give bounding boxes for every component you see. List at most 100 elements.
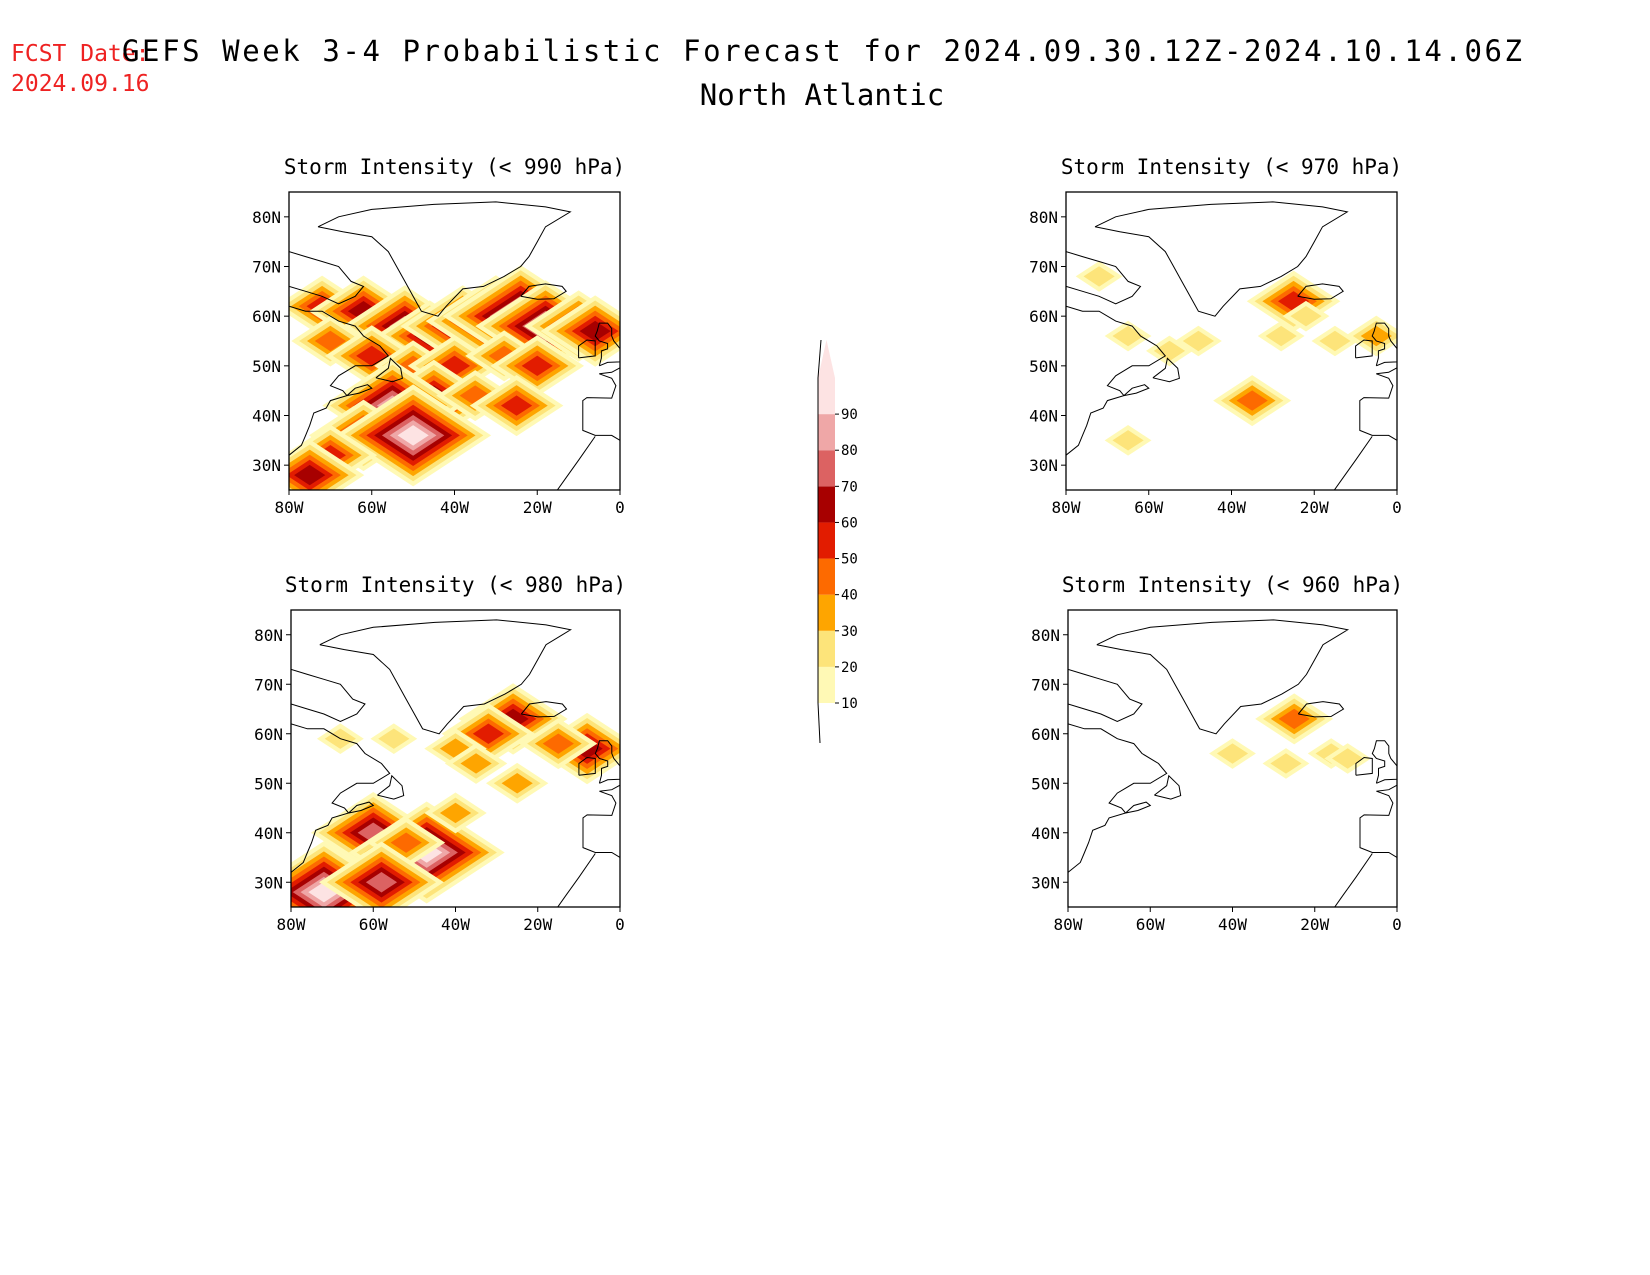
panel-storm-970: Storm Intensity (< 970 hPa) 80W 60W 40W 20W 0…: [1029, 155, 1402, 517]
colorbar-swatch: [818, 414, 835, 451]
lat-tick-label: 30N: [1029, 456, 1058, 475]
probability-cell: [439, 802, 472, 824]
fcst-date-label: FCST Date:: [11, 41, 149, 67]
probability-cell: [472, 723, 504, 744]
colorbar-swatch: [818, 450, 835, 487]
coastline-novascotia: [348, 801, 375, 814]
probability-cell: [1153, 340, 1186, 362]
coastlines: [291, 619, 620, 907]
lon-tick-label: 0: [615, 915, 625, 934]
lon-tick-label: 0: [1392, 498, 1402, 517]
probability-cell: [390, 832, 422, 853]
coastline-europe: [1359, 367, 1397, 441]
coastline-greenland: [1094, 201, 1349, 317]
coastline-africa: [557, 853, 596, 907]
lon-tick-label: 60W: [1134, 498, 1163, 517]
panel-title: Storm Intensity (< 990 hPa): [284, 155, 625, 179]
probability-cell: [1083, 266, 1115, 287]
panel-title: Storm Intensity (< 960 hPa): [1062, 573, 1403, 597]
coastline-greenland: [319, 619, 572, 735]
figure-title: GEFS Week 3-4 Probabilistic Forecast for…: [122, 34, 1522, 68]
probability-field: [1209, 693, 1372, 779]
lon-tick-label: 0: [1392, 915, 1402, 934]
colorbar-label: 50: [841, 552, 858, 568]
probability-cell: [1112, 430, 1144, 451]
probability-field: [291, 683, 620, 907]
probability-cell: [1278, 708, 1310, 730]
coastline-africa: [556, 436, 596, 490]
probability-cell: [501, 773, 533, 794]
probability-cell: [1270, 753, 1302, 774]
lon-tick-label: 80W: [275, 498, 304, 517]
coastline-ireland: [1355, 339, 1373, 359]
lon-tick-label: 20W: [1300, 498, 1329, 517]
colorbar-swatch: [818, 558, 835, 595]
lat-tick-label: 40N: [252, 407, 281, 426]
probability-cell: [314, 330, 346, 352]
colorbar-tip-bottom: [817, 702, 821, 744]
colorbar-swatch: [818, 522, 835, 559]
lat-tick-label: 30N: [252, 456, 281, 475]
colorbar-label: 70: [841, 479, 858, 495]
colorbar-swatch: [818, 666, 835, 703]
coastline-baffin: [291, 668, 366, 722]
probability-cell: [365, 872, 398, 893]
lat-tick-label: 50N: [254, 774, 283, 793]
lat-tick-label: 60N: [252, 307, 281, 326]
probability-cell: [1290, 305, 1322, 327]
lon-tick-label: 40W: [1218, 915, 1247, 934]
coastline-labrador: [1066, 305, 1167, 456]
lat-tick-label: 60N: [1029, 307, 1058, 326]
lon-tick-label: 20W: [523, 498, 552, 517]
coastline-newfoundland: [377, 774, 405, 800]
lat-tick-label: 40N: [1031, 824, 1060, 843]
probability-cell: [308, 881, 340, 903]
panel-storm-960: Storm Intensity (< 960 hPa) 80W 60W 40W 20W 0…: [1031, 573, 1403, 934]
coastline-newfoundland: [375, 357, 403, 383]
probability-cell: [1265, 325, 1297, 347]
colorbar-label: 30: [841, 624, 858, 640]
coastline-iceland: [520, 283, 567, 300]
coastline-iceland: [520, 701, 568, 718]
probability-cell: [579, 320, 611, 342]
lat-tick-label: 60N: [1031, 725, 1060, 744]
lat-tick-label: 30N: [254, 873, 283, 892]
coastline-africa: [1333, 436, 1373, 490]
coastline-novascotia: [1125, 801, 1152, 814]
probability-cell: [439, 738, 472, 759]
panel-title: Storm Intensity (< 980 hPa): [285, 573, 626, 597]
colorbar-swatch: [818, 378, 835, 415]
coastline-greenland: [1096, 619, 1350, 735]
coastlines: [1066, 201, 1397, 490]
probability-cell: [1319, 330, 1351, 352]
lon-tick-label: 60W: [359, 915, 388, 934]
probability-cell: [1360, 325, 1392, 347]
coastline-novascotia: [346, 384, 373, 397]
coastline-britain: [1371, 322, 1397, 367]
probability-cell: [542, 733, 574, 754]
coastline-baffin: [1068, 668, 1143, 722]
probability-cell: [1216, 743, 1249, 764]
lat-tick-label: 70N: [254, 675, 283, 694]
colorbar-label: 20: [841, 660, 858, 676]
lat-tick-label: 50N: [252, 357, 281, 376]
probability-cell: [1182, 330, 1214, 352]
lat-tick-label: 70N: [1029, 258, 1058, 277]
coastline-africa: [1334, 853, 1373, 907]
lon-tick-label: 40W: [440, 498, 469, 517]
coastline-newfoundland: [1152, 357, 1180, 383]
coastline-baffin: [289, 251, 365, 305]
colorbar-label: 60: [841, 515, 858, 531]
probability-cell: [497, 708, 529, 730]
lat-tick-label: 40N: [1029, 407, 1058, 426]
probability-cell: [378, 728, 410, 749]
probability-cell: [460, 753, 492, 774]
probability-cell: [1112, 325, 1144, 347]
panel-title: Storm Intensity (< 970 hPa): [1061, 155, 1402, 179]
colorbar-label: 90: [841, 407, 858, 423]
probability-cell: [521, 355, 553, 377]
lat-tick-label: 40N: [254, 824, 283, 843]
colorbar-swatch: [818, 630, 835, 667]
coastline-iceland: [1297, 701, 1345, 718]
probability-cell: [1236, 390, 1268, 411]
